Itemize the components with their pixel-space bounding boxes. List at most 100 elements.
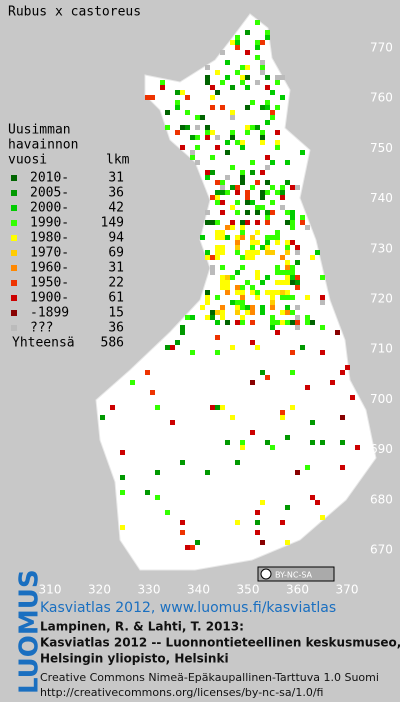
grid-square (260, 370, 265, 375)
grid-square (190, 150, 195, 155)
grid-square (230, 115, 235, 120)
total-label: Yhteensä (12, 336, 75, 351)
grid-square (250, 430, 255, 435)
grid-square (280, 320, 285, 325)
grid-square (285, 320, 290, 325)
grid-square (240, 145, 245, 150)
legend-label: 1970- (30, 246, 69, 261)
grid-square (315, 250, 320, 255)
grid-square (250, 250, 255, 255)
grid-square (215, 70, 220, 75)
grid-square (280, 190, 285, 195)
y-coord-label: 760 (370, 91, 393, 105)
grid-square (315, 500, 320, 505)
grid-square (215, 320, 220, 325)
grid-square (260, 245, 265, 250)
legend-label: 1990- (30, 216, 69, 231)
grid-square (195, 160, 200, 165)
grid-square (155, 470, 160, 475)
grid-square (285, 505, 290, 510)
grid-square (275, 230, 280, 235)
cc-icon (260, 568, 272, 580)
grid-square (265, 75, 270, 80)
grid-square (240, 255, 245, 260)
grid-square (255, 125, 260, 130)
grid-square (270, 320, 275, 325)
grid-square (155, 495, 160, 500)
grid-square (180, 125, 185, 130)
grid-square (230, 185, 235, 190)
grid-square (285, 240, 290, 245)
legend-heading: Uusimman (8, 123, 71, 138)
grid-square (205, 130, 210, 135)
grid-square (205, 135, 210, 140)
grid-square (180, 460, 185, 465)
grid-square (295, 320, 300, 325)
grid-square (285, 290, 290, 295)
grid-square (210, 195, 215, 200)
grid-square (260, 65, 265, 70)
grid-square (235, 140, 240, 145)
grid-square (340, 370, 345, 375)
grid-square (225, 285, 230, 290)
grid-square (205, 300, 210, 305)
grid-square (240, 290, 245, 295)
y-coord-label: 690 (370, 442, 393, 456)
grid-square (305, 225, 310, 230)
grid-square (220, 230, 225, 235)
grid-square (215, 200, 220, 205)
grid-square (250, 125, 255, 130)
grid-square (190, 135, 195, 140)
grid-square (275, 265, 280, 270)
legend-count: 15 (108, 306, 124, 321)
grid-square (280, 270, 285, 275)
grid-square (215, 335, 220, 340)
grid-square (235, 35, 240, 40)
grid-square (185, 125, 190, 130)
grid-square (245, 50, 250, 55)
grid-square (250, 185, 255, 190)
y-coord-label: 720 (370, 292, 393, 306)
grid-square (245, 130, 250, 135)
grid-square (240, 300, 245, 305)
grid-square (280, 415, 285, 420)
grid-square (185, 95, 190, 100)
grid-square (250, 200, 255, 205)
grid-square (260, 70, 265, 75)
grid-square (260, 130, 265, 135)
grid-square (220, 80, 225, 85)
grid-square (245, 220, 250, 225)
legend-count: 94 (108, 231, 124, 246)
grid-square (235, 270, 240, 275)
grid-square (235, 185, 240, 190)
grid-square (215, 235, 220, 240)
grid-square (295, 250, 300, 255)
grid-square (280, 310, 285, 315)
legend-heading: vuosi (8, 153, 47, 168)
grid-square (205, 220, 210, 225)
grid-square (255, 270, 260, 275)
grid-square (250, 240, 255, 245)
grid-square (215, 220, 220, 225)
grid-square (225, 140, 230, 145)
grid-square (205, 125, 210, 130)
grid-square (265, 440, 270, 445)
grid-square (320, 325, 325, 330)
grid-square (265, 250, 270, 255)
legend-swatch (11, 310, 17, 316)
grid-square (205, 250, 210, 255)
x-coord-label: 350 (237, 583, 260, 597)
footer-link[interactable]: Kasviatlas 2012, www.luomus.fi/kasviatla… (40, 600, 336, 616)
grid-square (180, 325, 185, 330)
grid-square (215, 135, 220, 140)
grid-square (245, 200, 250, 205)
grid-square (265, 275, 270, 280)
grid-square (210, 265, 215, 270)
grid-square (250, 170, 255, 175)
grid-square (255, 510, 260, 515)
license-url[interactable]: http://creativecommons.org/licenses/by-n… (40, 686, 323, 699)
grid-square (185, 545, 190, 550)
grid-square (270, 290, 275, 295)
